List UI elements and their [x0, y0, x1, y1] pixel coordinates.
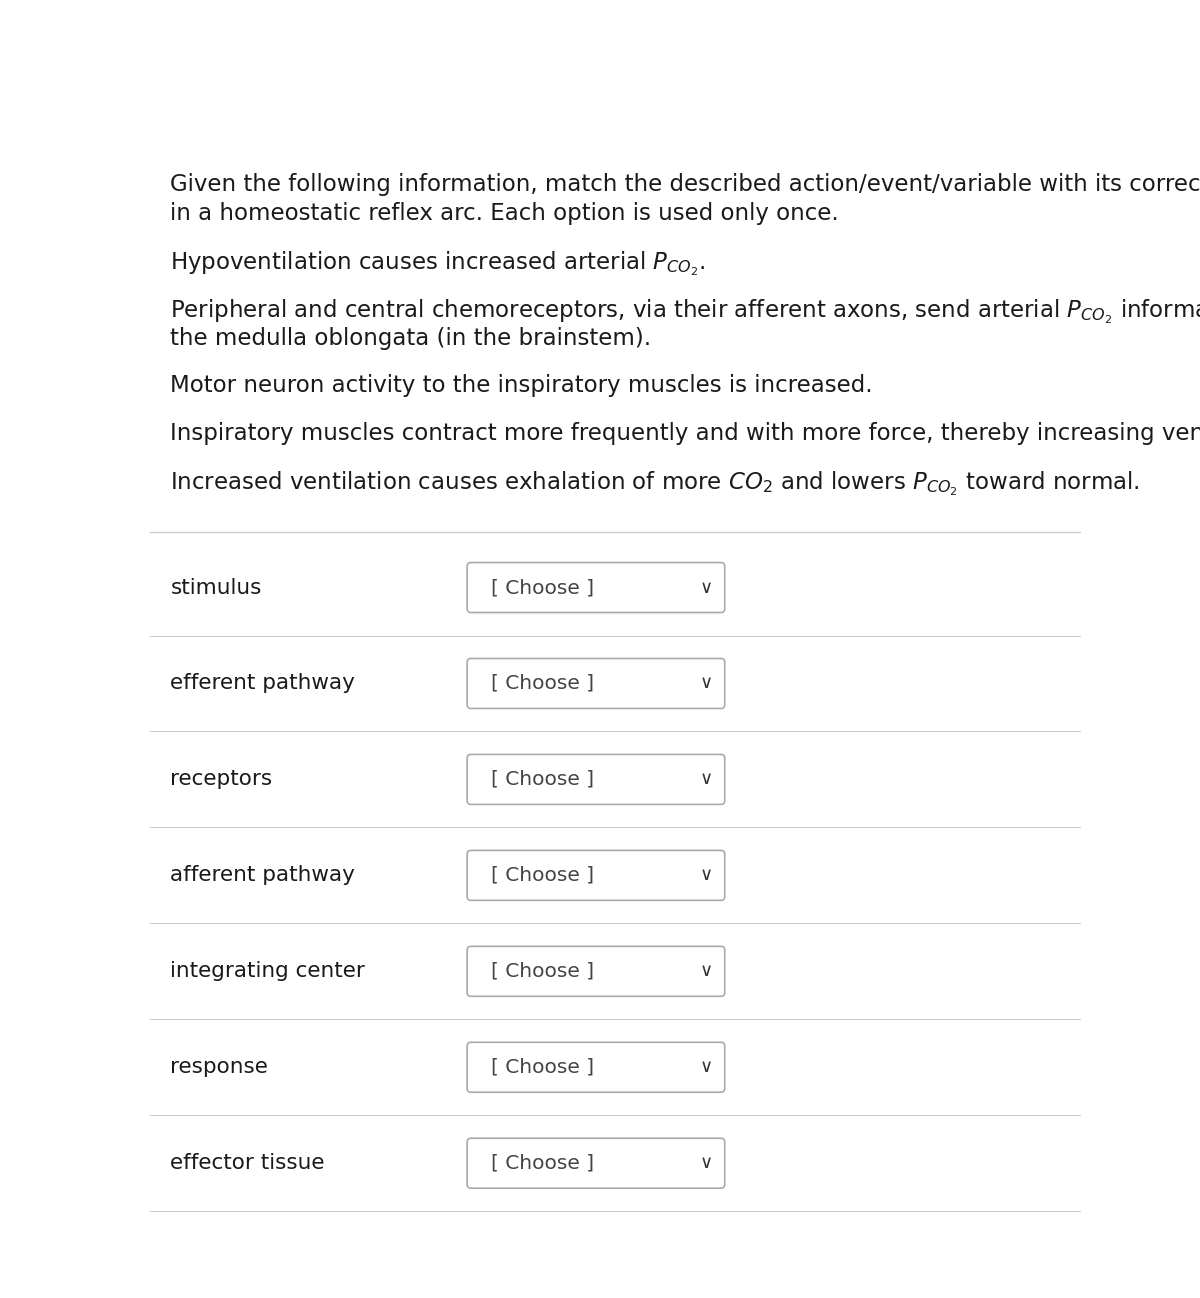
- Text: Inspiratory muscles contract more frequently and with more force, thereby increa: Inspiratory muscles contract more freque…: [170, 422, 1200, 445]
- Text: stimulus: stimulus: [170, 578, 262, 597]
- Text: response: response: [170, 1058, 269, 1077]
- Text: ∨: ∨: [700, 771, 713, 788]
- Text: [ Choose ]: [ Choose ]: [491, 1058, 594, 1077]
- Text: ∨: ∨: [700, 1154, 713, 1172]
- Text: ∨: ∨: [700, 1058, 713, 1076]
- Text: ∨: ∨: [700, 866, 713, 884]
- Text: ∨: ∨: [700, 675, 713, 692]
- Text: the medulla oblongata (in the brainstem).: the medulla oblongata (in the brainstem)…: [170, 327, 652, 349]
- FancyBboxPatch shape: [467, 1138, 725, 1188]
- Text: integrating center: integrating center: [170, 962, 365, 981]
- Text: ∨: ∨: [700, 962, 713, 980]
- Text: receptors: receptors: [170, 770, 272, 789]
- Text: in a homeostatic reflex arc. Each option is used only once.: in a homeostatic reflex arc. Each option…: [170, 202, 839, 226]
- Text: Peripheral and central chemoreceptors, via their afferent axons, send arterial $: Peripheral and central chemoreceptors, v…: [170, 297, 1200, 326]
- Text: Hypoventilation causes increased arterial $P_{CO_2}$.: Hypoventilation causes increased arteria…: [170, 249, 706, 278]
- Text: efferent pathway: efferent pathway: [170, 674, 355, 693]
- Text: Given the following information, match the described action/event/variable with : Given the following information, match t…: [170, 173, 1200, 196]
- FancyBboxPatch shape: [467, 754, 725, 805]
- FancyBboxPatch shape: [467, 562, 725, 613]
- Text: Motor neuron activity to the inspiratory muscles is increased.: Motor neuron activity to the inspiratory…: [170, 374, 874, 397]
- Text: ∨: ∨: [700, 579, 713, 597]
- Text: afferent pathway: afferent pathway: [170, 866, 355, 885]
- FancyBboxPatch shape: [467, 658, 725, 709]
- Text: effector tissue: effector tissue: [170, 1153, 325, 1173]
- Text: [ Choose ]: [ Choose ]: [491, 962, 594, 981]
- Text: [ Choose ]: [ Choose ]: [491, 578, 594, 597]
- Text: [ Choose ]: [ Choose ]: [491, 770, 594, 789]
- FancyBboxPatch shape: [467, 850, 725, 901]
- Text: Increased ventilation causes exhalation of more $CO_2$ and lowers $P_{CO_2}$ tow: Increased ventilation causes exhalation …: [170, 469, 1140, 497]
- FancyBboxPatch shape: [467, 1042, 725, 1092]
- Text: [ Choose ]: [ Choose ]: [491, 1154, 594, 1172]
- Text: [ Choose ]: [ Choose ]: [491, 674, 594, 693]
- FancyBboxPatch shape: [467, 946, 725, 997]
- Text: [ Choose ]: [ Choose ]: [491, 866, 594, 885]
